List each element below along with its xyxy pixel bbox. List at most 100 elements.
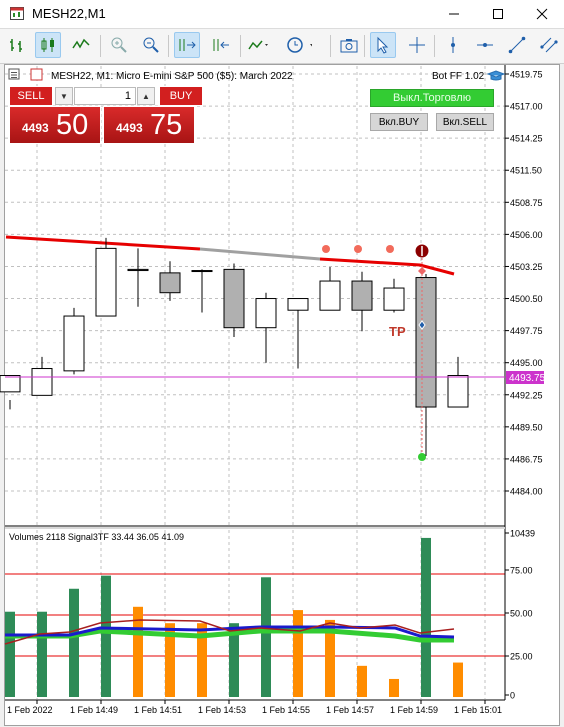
candle-body: [0, 375, 21, 393]
time-tick-label: 1 Feb 14:49: [70, 705, 118, 715]
volume-bars: [5, 537, 463, 697]
line-chart-icon: [72, 38, 90, 49]
price-tick-label: 4506.00: [510, 230, 543, 240]
clock-icon: [287, 37, 312, 53]
volume-bar: [293, 610, 303, 697]
current-price-tag: [506, 371, 544, 384]
lot-increase-button[interactable]: ▲: [137, 87, 155, 105]
time-tick-label: 1 Feb 14:57: [326, 705, 374, 715]
enable-buy-button[interactable]: Вкл.BUY: [370, 113, 428, 131]
price-tick-label: 4503.25: [510, 262, 543, 272]
candle-body: [223, 268, 245, 329]
buy-price-small: 4493: [116, 121, 143, 135]
lot-size-input[interactable]: [74, 87, 136, 105]
maximize-icon: [493, 9, 503, 19]
tp-label: TP: [389, 324, 406, 339]
volume-bar: [165, 623, 175, 697]
price-tick-label: 4495.00: [510, 358, 543, 368]
volume-tick-label: 25.00: [510, 652, 533, 662]
lot-decrease-button[interactable]: ▼: [55, 87, 73, 105]
signal-dot: [322, 245, 330, 253]
candle-body: [415, 277, 437, 408]
enable-sell-button[interactable]: Вкл.SELL: [436, 113, 494, 131]
buy-button[interactable]: BUY: [159, 86, 203, 106]
trendline-button[interactable]: [504, 32, 530, 58]
trendline-icon: [508, 36, 526, 54]
volume-bar: [389, 678, 399, 697]
window-title: MESH22,M1: [32, 6, 106, 21]
candle-body: [287, 298, 309, 311]
sell-button[interactable]: SELL: [9, 86, 53, 106]
candle-body: [159, 272, 181, 294]
candle-body: [319, 280, 341, 311]
candlestick-icon: [41, 38, 54, 52]
cursor-button[interactable]: [370, 32, 396, 58]
equidistant-channel-button[interactable]: [536, 32, 562, 58]
volume-bar: [357, 665, 367, 697]
price-tick-label: 4511.50: [510, 166, 542, 176]
candle-body: [255, 298, 277, 329]
price-tick-label: 4497.75: [510, 326, 543, 336]
horizontal-line-icon: [477, 43, 493, 47]
zoom-out-button[interactable]: [138, 32, 164, 58]
chart-shift-button[interactable]: [208, 32, 234, 58]
sell-price-big: 50: [56, 109, 89, 141]
line-chart-button[interactable]: [68, 32, 94, 58]
close-icon: [536, 8, 548, 20]
buy-price-button[interactable]: 4493 75: [103, 106, 195, 144]
chart-window-icon: [10, 7, 24, 20]
toggle-trading-button[interactable]: Выкл.Торговлю: [370, 89, 494, 107]
up-arrow-icon: ▲: [142, 91, 150, 101]
crosshair-icon: [409, 37, 425, 53]
buy-price-big: 75: [150, 109, 183, 141]
price-tick-label: 4517.00: [510, 102, 543, 112]
autoscroll-icon: [179, 39, 196, 51]
volume-axis: 10439 75.00 50.00 25.00 0: [505, 529, 535, 701]
volume-bar: [37, 611, 47, 697]
zoom-in-button[interactable]: [106, 32, 132, 58]
time-axis: 1 Feb 2022 1 Feb 14:49 1 Feb 14:51 1 Feb 14…: [7, 700, 502, 715]
symbol-info: MESH22, M1: Micro E-mini S&P 500 ($5): M…: [51, 71, 293, 82]
sell-price-button[interactable]: 4493 50: [9, 106, 101, 144]
minimize-button[interactable]: [432, 0, 476, 28]
volume-tick-label: 0: [510, 691, 515, 701]
volume-tick-label: 50.00: [510, 609, 533, 619]
stop-marker: [418, 267, 426, 275]
price-tick-label: 4514.25: [510, 134, 543, 144]
price-tick-label: 4500.50: [510, 294, 543, 304]
volume-header: Volumes 2118 Signal3TF 33.44 36.05 41.09: [9, 532, 184, 542]
one-click-trading-panel: SELL ▼ ▲ BUY 4493 50 4493 75: [9, 86, 203, 144]
price-tick-label: 4508.75: [510, 198, 543, 208]
volume-bar: [229, 623, 239, 697]
signal-dot: [386, 245, 394, 253]
candle-body: [127, 268, 149, 272]
timeframes-button[interactable]: [286, 32, 312, 58]
maximize-button[interactable]: [476, 0, 520, 28]
volume-bar: [197, 623, 207, 697]
vertical-line-button[interactable]: [440, 32, 466, 58]
symbol-icon: [30, 68, 43, 81]
price-tick-label: 4484.00: [510, 487, 543, 497]
trend-line: [5, 235, 455, 276]
horizontal-line-button[interactable]: [472, 32, 498, 58]
candlestick-chart-button[interactable]: [35, 32, 61, 58]
vertical-line-icon: [451, 37, 455, 53]
price-axis: 4519.75 4517.00 4514.25 4511.50 4508.75 4506.…: [505, 70, 543, 497]
screenshot-button[interactable]: [336, 32, 362, 58]
time-tick-label: 1 Feb 2022: [7, 705, 53, 715]
autoscroll-button[interactable]: [174, 32, 200, 58]
zoom-in-icon: [111, 37, 127, 53]
price-tick-label: 4489.50: [510, 422, 543, 432]
crosshair-button[interactable]: [404, 32, 430, 58]
indicators-button[interactable]: [246, 32, 272, 58]
close-button[interactable]: [520, 0, 564, 28]
bar-chart-button[interactable]: [4, 32, 30, 58]
price-tick-label: 4492.25: [510, 390, 543, 400]
candles: [0, 237, 469, 457]
volume-bar: [325, 619, 335, 697]
volume-bar: [261, 577, 271, 697]
candle-body: [447, 375, 469, 408]
zoom-out-icon: [143, 37, 159, 53]
candle-body: [63, 315, 85, 372]
indicators-icon: [248, 40, 268, 50]
